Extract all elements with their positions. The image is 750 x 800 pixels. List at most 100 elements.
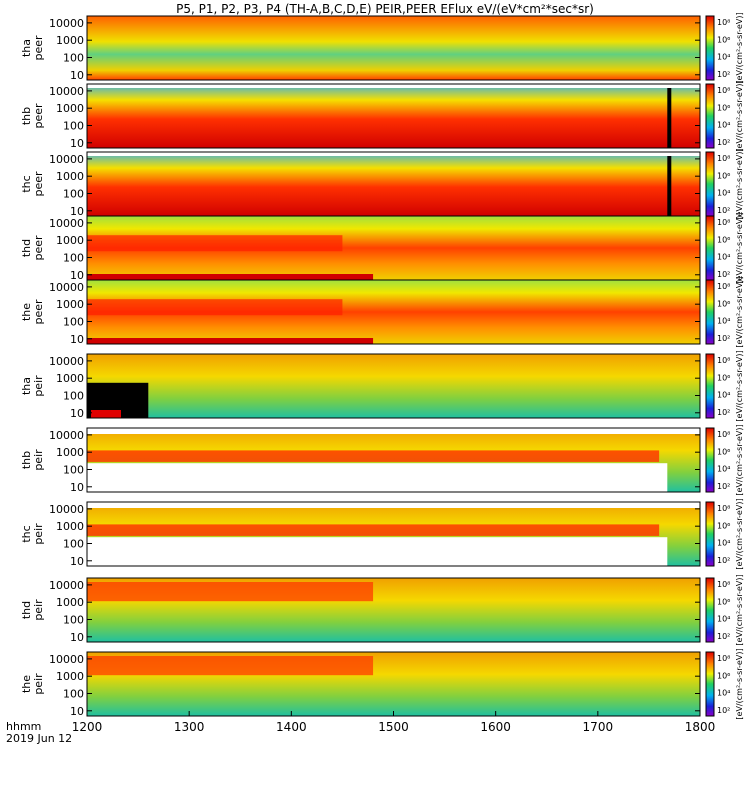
spectrogram-band	[87, 338, 374, 344]
panel-frame	[86, 427, 701, 493]
panel-species-label: peer	[32, 103, 45, 129]
colorbar-label: [eV/(cm²-s-sr-eV)]	[735, 648, 744, 719]
colorbar-tick-label: 10⁸	[717, 580, 730, 589]
y-tick-label: 100	[63, 187, 84, 200]
colorbar-tick-label: 10²	[717, 556, 730, 565]
x-axis-label: hhmm	[6, 720, 41, 733]
panel-probe-label: tha	[20, 377, 33, 395]
spectrogram-band	[91, 410, 121, 418]
panel-probe-label: thb	[20, 451, 33, 469]
panel-thb-peer: 10 100 1000 10000 thb peer 10² 10⁴ 10⁶ 10⁸ [eV/(cm…	[20, 80, 744, 151]
panel-probe-label: thd	[20, 239, 33, 257]
colorbar-label: [eV/(cm²-s-sr-eV)]	[735, 148, 744, 219]
colorbar	[705, 427, 715, 493]
panel-species-label: peer	[32, 35, 45, 61]
colorbar-tick-label: 10⁶	[717, 235, 730, 244]
panel-species-label: peir	[32, 449, 45, 471]
colorbar-tick-label: 10⁴	[717, 253, 730, 262]
data-gap	[87, 84, 700, 88]
colorbar-tick-label: 10⁴	[717, 391, 730, 400]
colorbar-tick-label: 10⁶	[717, 103, 730, 112]
colorbar	[705, 279, 715, 345]
y-tick-label: 10	[70, 631, 84, 644]
x-tick-label: 1500	[378, 720, 409, 734]
y-tick-label: 1000	[56, 170, 84, 183]
colorbar-label: [eV/(cm²-s-sr-eV)]	[735, 498, 744, 569]
colorbar-tick-label: 10⁶	[717, 35, 730, 44]
colorbar-label: [eV/(cm²-s-sr-eV)]	[735, 350, 744, 421]
colorbar-tick-label: 10⁶	[717, 373, 730, 382]
colorbar-tick-label: 10⁶	[717, 597, 730, 606]
spectrogram-band	[87, 235, 343, 252]
colorbar-tick-label: 10²	[717, 408, 730, 417]
colorbar-tick-label: 10²	[717, 206, 730, 215]
y-tick-label: 10	[70, 555, 84, 568]
colorbar-tick-label: 10⁶	[717, 521, 730, 530]
panel-frame	[86, 577, 701, 643]
colorbar	[705, 83, 715, 149]
colorbar-tick-label: 10⁸	[717, 154, 730, 163]
y-tick-label: 1000	[56, 446, 84, 459]
panel-thd-peir: 10 100 1000 10000 thd peir 10² 10⁴ 10⁶ 10⁸ [eV/(cm…	[20, 574, 744, 645]
y-tick-label: 10000	[49, 653, 84, 666]
panel-probe-label: the	[20, 303, 33, 321]
panel-thb-peir: 10 100 1000 10000 thb peir 10² 10⁴ 10⁶ 10⁸ [eV/(cm…	[20, 424, 744, 495]
colorbar-tick-label: 10⁴	[717, 465, 730, 474]
data-gap	[87, 502, 700, 508]
panel-tha-peer: 10 100 1000 10000 tha peer 10² 10⁴ 10⁶ 10⁸ [eV/(cm…	[20, 12, 744, 83]
colorbar-tick-label: 10⁸	[717, 218, 730, 227]
y-tick-label: 100	[63, 389, 84, 402]
colorbar	[705, 15, 715, 81]
panel-frame	[86, 15, 701, 81]
panel-probe-label: thd	[20, 601, 33, 619]
panel-tha-peir: 10 100 1000 10000 tha peir 10² 10⁴ 10⁶ 10⁸ [eV/(cm…	[20, 350, 744, 421]
panel-probe-label: the	[20, 675, 33, 693]
panel-species-label: peir	[32, 375, 45, 397]
panel-frame	[86, 83, 701, 149]
spectrogram-band	[87, 450, 660, 462]
y-tick-label: 10	[70, 137, 84, 150]
spectrogram-band	[87, 582, 374, 602]
spectrogram-fill	[87, 84, 700, 148]
colorbar-tick-label: 10⁶	[717, 299, 730, 308]
y-tick-label: 100	[63, 119, 84, 132]
colorbar	[705, 215, 715, 281]
y-tick-label: 10	[70, 205, 84, 218]
x-axis-date: 2019 Jun 12	[6, 732, 72, 745]
panel-thd-peer: 10 100 1000 10000 thd peer 10² 10⁴ 10⁶ 10⁸ [eV/(cm…	[20, 212, 744, 283]
panel-probe-label: thc	[20, 175, 33, 192]
colorbar	[705, 577, 715, 643]
colorbar-tick-label: 10²	[717, 70, 730, 79]
colorbar-tick-label: 10⁴	[717, 689, 730, 698]
x-tick-label: 1300	[174, 720, 205, 734]
y-tick-label: 100	[63, 315, 84, 328]
x-tick-label: 1800	[685, 720, 716, 734]
panel-frame	[86, 353, 701, 419]
spectrogram-band	[87, 656, 374, 676]
panel-species-label: peer	[32, 235, 45, 261]
colorbar-tick-label: 10⁴	[717, 539, 730, 548]
data-gap	[87, 152, 700, 156]
data-gap	[87, 537, 668, 566]
spectrogram-fill	[87, 354, 700, 418]
y-tick-label: 1000	[56, 34, 84, 47]
y-tick-label: 10000	[49, 429, 84, 442]
x-tick-label: 1200	[72, 720, 103, 734]
panel-species-label: peir	[32, 599, 45, 621]
spectrogram-band	[87, 524, 660, 536]
chart-title: P5, P1, P2, P3, P4 (TH-A,B,C,D,E) PEIR,P…	[176, 2, 594, 16]
spectrogram-band	[87, 299, 343, 316]
colorbar-tick-label: 10⁶	[717, 671, 730, 680]
colorbar-tick-label: 10²	[717, 482, 730, 491]
spectrogram-fill	[87, 16, 700, 80]
y-tick-label: 1000	[56, 372, 84, 385]
data-gap	[87, 463, 668, 492]
y-tick-label: 1000	[56, 596, 84, 609]
colorbar-tick-label: 10⁸	[717, 654, 730, 663]
y-tick-label: 100	[63, 251, 84, 264]
colorbar-tick-label: 10²	[717, 706, 730, 715]
y-tick-label: 10000	[49, 17, 84, 30]
y-tick-label: 1000	[56, 298, 84, 311]
data-gap-marker	[667, 156, 672, 216]
